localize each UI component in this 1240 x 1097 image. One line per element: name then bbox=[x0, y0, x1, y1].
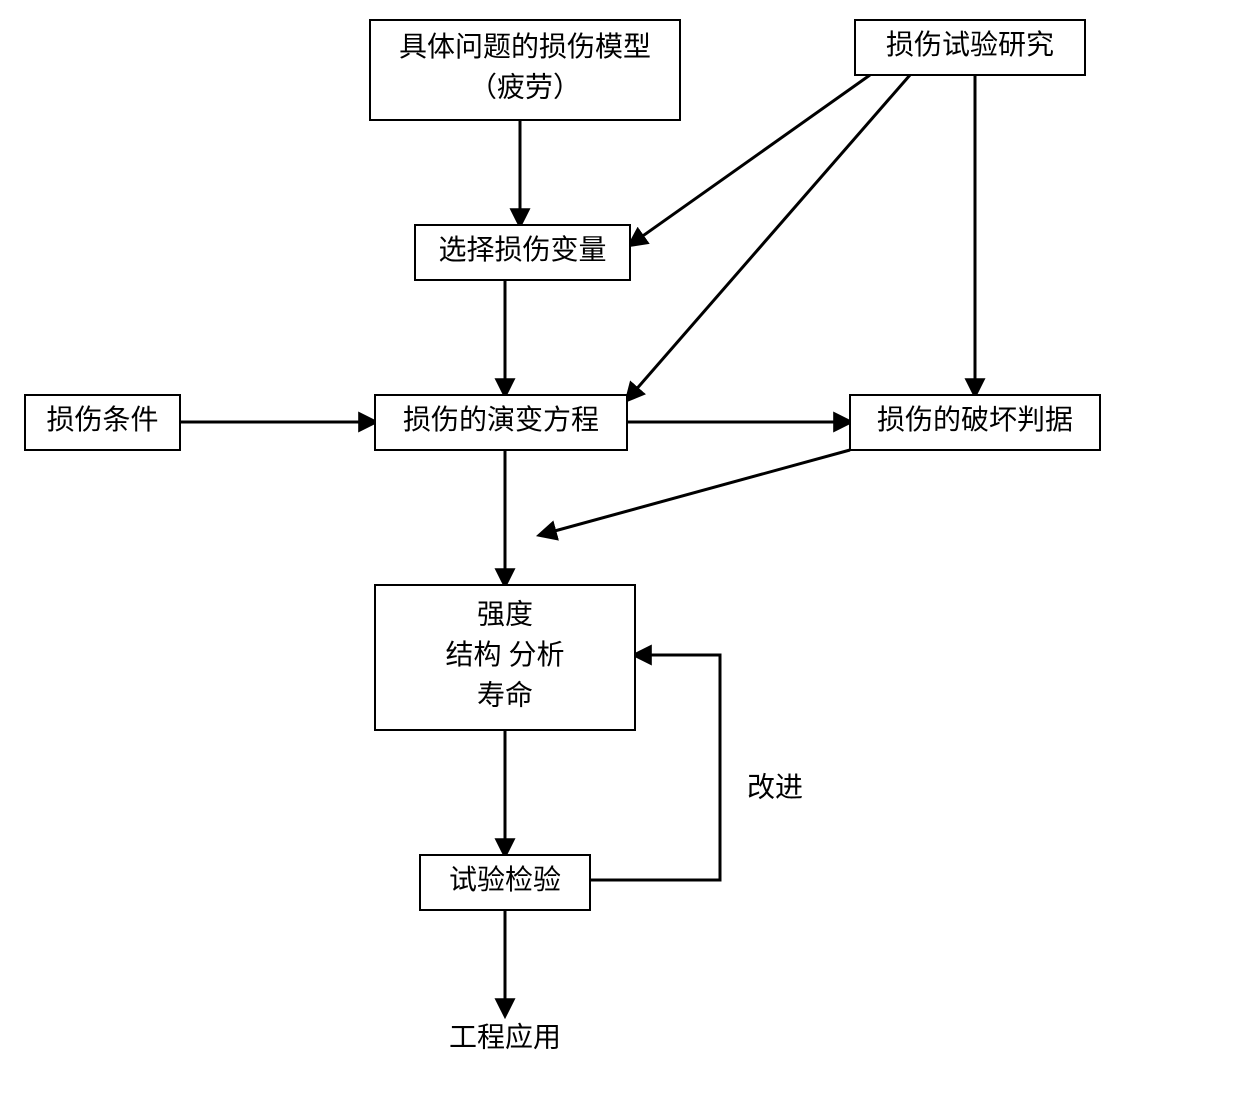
node-evolution: 损伤的演变方程 bbox=[375, 395, 627, 450]
nodes-layer: 具体问题的损伤模型 （疲劳） 损伤试验研究选择损伤变量损伤条件 损伤的演变方程 损伤的破… bbox=[25, 20, 1100, 910]
node-analysis: 强度结构 分析寿命 bbox=[375, 585, 635, 730]
node-select-label-line-0: 选择损伤变量 bbox=[438, 234, 606, 266]
node-select: 选择损伤变量 bbox=[415, 225, 630, 280]
edge-criterion-to-analysis-in bbox=[540, 450, 850, 535]
edge-research-to-evolution bbox=[627, 75, 910, 400]
node-analysis-label-line-0: 强度 bbox=[477, 598, 533, 630]
node-model: 具体问题的损伤模型 （疲劳） bbox=[370, 20, 680, 120]
node-condition-label-line-0: 损伤条件 bbox=[46, 404, 158, 436]
label-apply: 工程应用 bbox=[449, 1021, 561, 1053]
node-research: 损伤试验研究 bbox=[855, 20, 1085, 75]
node-model-label-line-1: （疲劳） bbox=[469, 72, 581, 104]
node-criterion-label-line-0: 损伤的破坏判据 bbox=[877, 404, 1073, 436]
node-criterion: 损伤的破坏判据 bbox=[850, 395, 1100, 450]
label-improve: 改进 bbox=[747, 771, 803, 803]
node-condition: 损伤条件 bbox=[25, 395, 180, 450]
node-analysis-label-line-1: 结构 分析 bbox=[445, 639, 564, 671]
node-evolution-label-line-0: 损伤的演变方程 bbox=[403, 404, 599, 436]
node-analysis-label-line-2: 寿命 bbox=[477, 680, 533, 712]
node-research-label-line-0: 损伤试验研究 bbox=[886, 29, 1054, 61]
node-verify: 试验检验 bbox=[420, 855, 590, 910]
node-verify-label-line-0: 试验检验 bbox=[449, 864, 561, 896]
node-model-label-line-0: 具体问题的损伤模型 bbox=[399, 31, 651, 63]
